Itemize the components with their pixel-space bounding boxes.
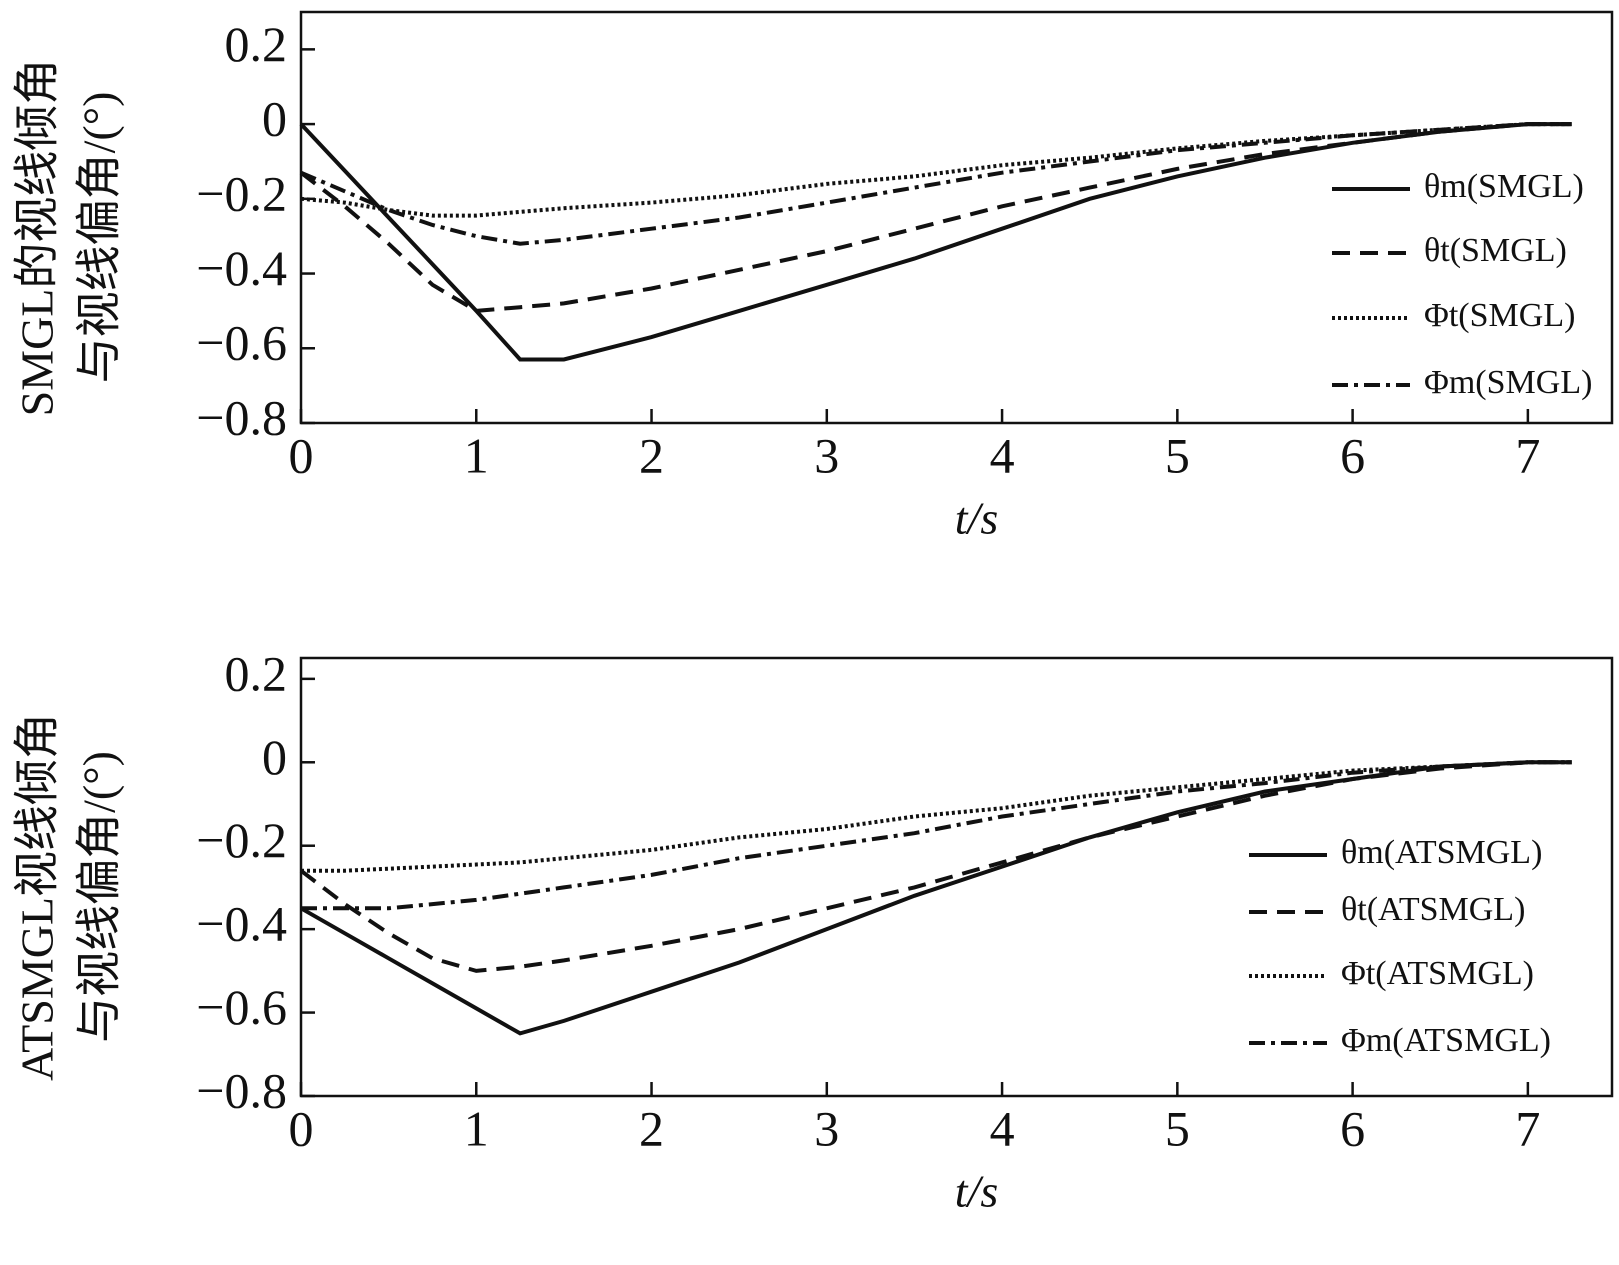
x-tick-label: 0 (289, 427, 314, 483)
y-tick-label: −0.6 (196, 979, 287, 1035)
legend-label: Φt(ATSMGL) (1341, 955, 1534, 992)
x-axis-label: t/s (955, 493, 998, 544)
data-line (299, 760, 1572, 973)
x-tick-label: 1 (464, 1100, 489, 1156)
data-line (301, 760, 1572, 873)
y-tick-label: 0 (262, 91, 287, 147)
x-tick-label: 2 (639, 427, 664, 483)
x-tick-label: 6 (1340, 1100, 1365, 1156)
legend-label: θt(ATSMGL) (1341, 891, 1525, 928)
x-tick-label: 7 (1515, 1100, 1540, 1156)
plot-frame (299, 10, 1614, 425)
y-tick-label: −0.2 (196, 165, 287, 221)
plot-frame (299, 656, 1614, 1098)
subplot: −0.8 −0.6 −0.4 −0.2 0 0.2 0 1 2 3 4 5 6 7 t/s ATSMGL视线倾… (12, 645, 1614, 1217)
x-tick-label: 4 (990, 1100, 1015, 1156)
y-axis-label: 与视线偏角/(°) (74, 92, 125, 384)
legend-label: θm(SMGL) (1424, 168, 1584, 205)
y-tick-label: −0.8 (196, 1062, 287, 1118)
y-tick-label: 0 (262, 729, 287, 785)
subplot: −0.8 −0.6 −0.4 −0.2 0 0.2 0 1 2 3 4 5 6 7 t/s SMGL的视线倾角… (12, 10, 1614, 544)
x-tick-label: 2 (639, 1100, 664, 1156)
x-tick-label: 1 (464, 427, 489, 483)
y-tick-label: 0.2 (225, 645, 288, 701)
x-tick-label: 5 (1165, 427, 1190, 483)
x-tick-label: 6 (1340, 427, 1365, 483)
y-axis-label: ATSMGL视线倾角 (12, 713, 63, 1081)
x-tick-label: 3 (814, 427, 839, 483)
legend-label: Φt(SMGL) (1424, 297, 1575, 334)
data-line (300, 122, 1572, 246)
x-tick-label: 7 (1515, 427, 1540, 483)
y-axis-label: 与视线偏角/(°) (74, 751, 125, 1043)
y-tick-label: 0.2 (225, 16, 288, 72)
x-tick-label: 3 (814, 1100, 839, 1156)
y-tick-label: −0.4 (196, 896, 287, 952)
x-tick-label: 5 (1165, 1100, 1190, 1156)
data-line (301, 760, 1572, 911)
legend-label: Φm(ATSMGL) (1341, 1022, 1551, 1059)
legend-label: Φm(SMGL) (1424, 364, 1592, 401)
y-tick-label: −0.6 (196, 315, 287, 371)
y-axis-label: SMGL的视线倾角 (12, 59, 63, 417)
x-tick-label: 4 (990, 427, 1015, 483)
data-line (299, 122, 1572, 313)
data-line (299, 122, 1572, 362)
x-axis-label: t/s (955, 1166, 998, 1217)
y-tick-label: −0.8 (196, 389, 287, 445)
y-tick-label: −0.2 (196, 812, 287, 868)
x-tick-label: 0 (289, 1100, 314, 1156)
legend-label: θm(ATSMGL) (1341, 834, 1542, 871)
legend-label: θt(SMGL) (1424, 232, 1567, 269)
y-tick-label: −0.4 (196, 240, 287, 296)
